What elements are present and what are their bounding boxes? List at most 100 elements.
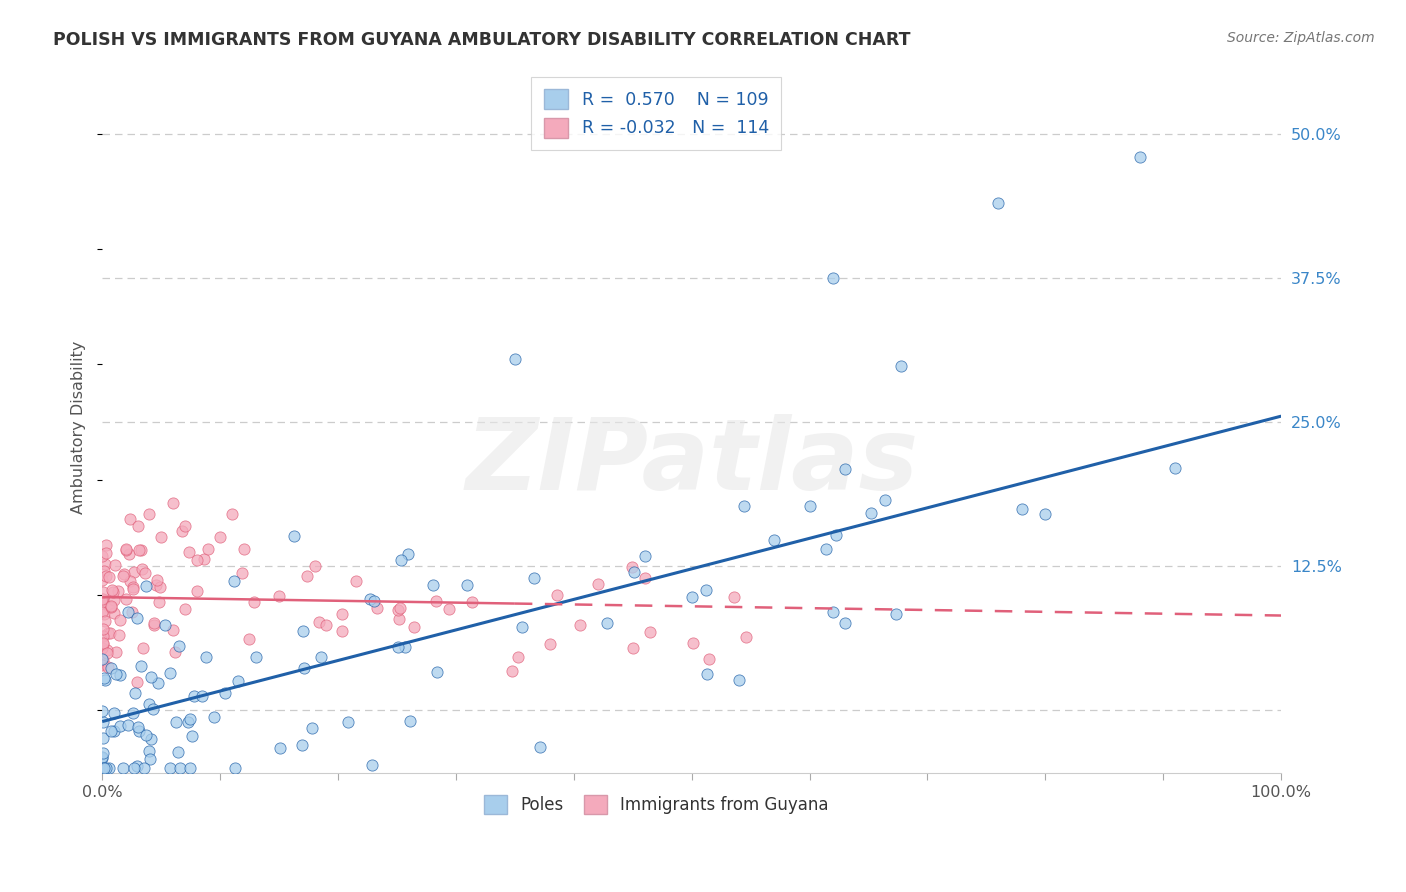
Point: [193, 552, 215, 566]
Point: [129, 543, 152, 558]
Point: [94, 557, 117, 571]
Point: [166, 745, 188, 759]
Point: [304, 559, 326, 574]
Point: [100, 724, 122, 739]
Point: [159, 761, 181, 775]
Point: [503, 351, 526, 366]
Point: [232, 541, 254, 556]
Point: [112, 761, 135, 775]
Point: [728, 673, 751, 687]
Point: [159, 665, 181, 680]
Point: [94, 614, 117, 628]
Point: [291, 624, 314, 638]
Point: [245, 650, 267, 665]
Point: [538, 637, 561, 651]
Point: [138, 744, 160, 758]
Point: [101, 584, 124, 599]
Point: [138, 697, 160, 711]
Point: [91, 657, 114, 671]
Legend: Poles, Immigrants from Guyana: Poles, Immigrants from Guyana: [474, 785, 839, 824]
Point: [396, 547, 419, 561]
Point: [120, 511, 142, 525]
Point: [91, 549, 114, 563]
Point: [91, 637, 114, 651]
Point: [623, 566, 645, 580]
Point: [100, 661, 122, 675]
Point: [238, 632, 260, 646]
Point: [177, 544, 200, 558]
Point: [122, 580, 145, 594]
Point: [437, 601, 460, 615]
Point: [173, 518, 195, 533]
Point: [330, 607, 353, 621]
Point: [389, 553, 412, 567]
Point: [366, 600, 388, 615]
Point: [93, 761, 115, 775]
Point: [283, 529, 305, 543]
Point: [142, 702, 165, 716]
Point: [94, 538, 117, 552]
Point: [202, 709, 225, 723]
Point: [139, 732, 162, 747]
Point: [723, 590, 745, 604]
Point: [135, 579, 157, 593]
Point: [100, 599, 122, 613]
Point: [93, 564, 115, 578]
Point: [359, 592, 381, 607]
Point: [596, 615, 619, 630]
Point: [91, 731, 114, 746]
Point: [402, 620, 425, 634]
Point: [873, 493, 896, 508]
Point: [103, 606, 125, 620]
Point: [696, 667, 718, 681]
Point: [138, 751, 160, 765]
Point: [91, 595, 114, 609]
Point: [621, 640, 644, 655]
Text: POLISH VS IMMIGRANTS FROM GUYANA AMBULATORY DISABILITY CORRELATION CHART: POLISH VS IMMIGRANTS FROM GUYANA AMBULAT…: [53, 31, 911, 49]
Point: [91, 653, 114, 667]
Point: [91, 636, 114, 650]
Point: [183, 689, 205, 703]
Point: [315, 617, 337, 632]
Point: [107, 583, 129, 598]
Point: [823, 270, 845, 285]
Point: [120, 574, 142, 588]
Point: [97, 625, 120, 640]
Point: [586, 577, 609, 591]
Point: [834, 462, 856, 476]
Point: [134, 566, 156, 581]
Point: [172, 524, 194, 538]
Point: [344, 574, 367, 589]
Point: [91, 605, 114, 619]
Point: [97, 761, 120, 775]
Point: [94, 673, 117, 688]
Point: [141, 670, 163, 684]
Point: [529, 739, 551, 754]
Point: [621, 560, 644, 574]
Point: [114, 542, 136, 557]
Point: [388, 612, 411, 626]
Point: [884, 607, 907, 621]
Point: [103, 593, 125, 607]
Point: [96, 761, 118, 775]
Point: [138, 507, 160, 521]
Point: [209, 530, 232, 544]
Point: [122, 761, 145, 775]
Point: [128, 723, 150, 738]
Point: [104, 558, 127, 573]
Point: [301, 721, 323, 735]
Point: [243, 595, 266, 609]
Point: [142, 615, 165, 630]
Text: Source: ZipAtlas.com: Source: ZipAtlas.com: [1227, 31, 1375, 45]
Point: [169, 761, 191, 775]
Point: [337, 714, 360, 729]
Point: [145, 578, 167, 592]
Point: [733, 499, 755, 513]
Point: [546, 589, 568, 603]
Y-axis label: Ambulatory Disability: Ambulatory Disability: [72, 341, 86, 515]
Point: [456, 578, 478, 592]
Point: [823, 606, 845, 620]
Point: [763, 533, 786, 547]
Point: [91, 629, 114, 643]
Point: [167, 639, 190, 653]
